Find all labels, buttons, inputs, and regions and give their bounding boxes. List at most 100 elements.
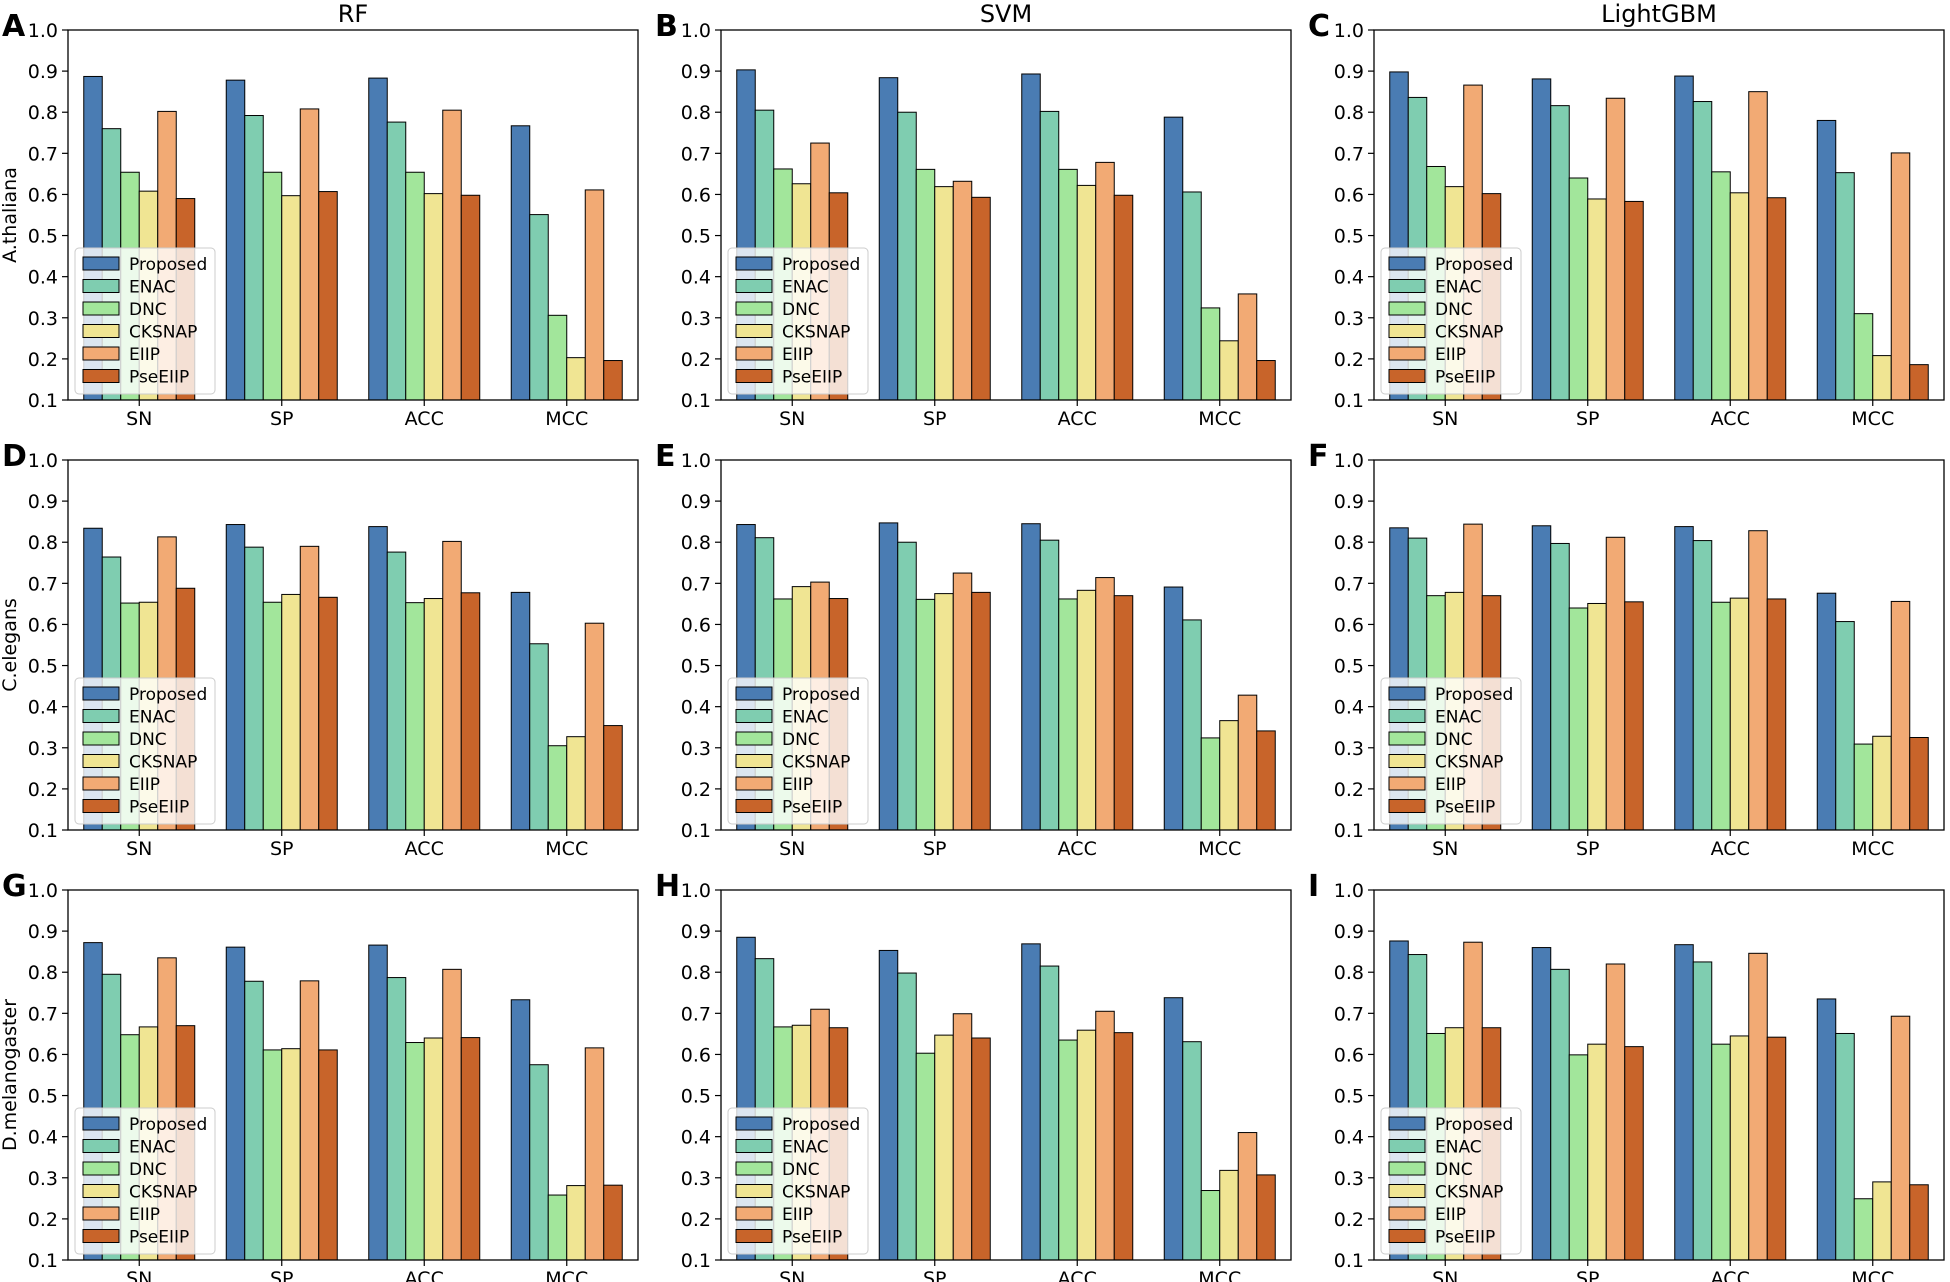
legend-swatch-proposed xyxy=(735,256,773,271)
bar-pseeiip-mcc xyxy=(603,725,623,831)
legend-swatch-cksnap xyxy=(82,324,120,338)
panel-d: D C.elegans 0.1 0.2 0.3 0.4 0.5 0.6 0.7 0.8 0.9 1.0… xyxy=(0,439,639,860)
x-tick-label: SN xyxy=(126,838,152,860)
y-tick-label: 0.4 xyxy=(1334,1127,1364,1149)
bar-pseeiip-acc xyxy=(460,1037,481,1261)
y-tick-label: 0.1 xyxy=(28,820,58,842)
legend-swatch-cksnap xyxy=(1388,1184,1426,1198)
bar-proposed-sp xyxy=(878,949,899,1261)
y-tick-label: 0.6 xyxy=(28,184,58,206)
bar-dnc-sp xyxy=(262,171,283,401)
bar-pseeiip-mcc xyxy=(1256,360,1276,401)
bar-enac-mcc xyxy=(529,1064,549,1261)
legend-swatch-cksnap xyxy=(82,1184,120,1198)
legend-label-pseeiip: PseEIIP xyxy=(129,368,189,388)
bar-cksnap-acc xyxy=(1076,184,1097,401)
y-tick-label: 0.3 xyxy=(28,308,58,330)
y-tick-label: 1.0 xyxy=(681,880,711,902)
y-tick-label: 0.8 xyxy=(1334,532,1364,554)
panel-title: SVM xyxy=(980,0,1032,28)
legend-swatch-pseeiip xyxy=(1388,799,1426,813)
y-tick-label: 0.8 xyxy=(1334,102,1364,124)
y-tick-label: 0.1 xyxy=(1334,390,1364,412)
legend-swatch-eiip xyxy=(735,1206,773,1221)
bar-pseeiip-sp xyxy=(971,591,991,831)
y-tick-label: 0.2 xyxy=(1334,779,1364,801)
bar-enac-sp xyxy=(1550,542,1570,831)
bar-pseeiip-acc xyxy=(1766,598,1787,831)
y-tick-label: 0.6 xyxy=(1334,614,1364,636)
legend-swatch-proposed xyxy=(1388,256,1426,271)
legend-label-proposed: Proposed xyxy=(782,1115,860,1135)
bar-proposed-sp xyxy=(878,522,899,831)
bar-pseeiip-acc xyxy=(1766,1036,1787,1261)
bar-dnc-sp xyxy=(1568,1054,1589,1261)
bar-enac-sp xyxy=(244,115,264,401)
x-tick-label: MCC xyxy=(1851,838,1894,860)
x-tick-label: MCC xyxy=(1851,408,1894,430)
bar-eiip-acc xyxy=(1095,577,1115,831)
legend-swatch-eiip xyxy=(82,1206,120,1221)
bar-enac-acc xyxy=(386,121,407,401)
panel-letter: B xyxy=(655,9,678,44)
legend-label-enac: ENAC xyxy=(1435,278,1482,298)
x-tick-label: SN xyxy=(779,1268,805,1282)
legend-label-cksnap: CKSNAP xyxy=(129,1183,197,1203)
legend-swatch-enac xyxy=(1388,709,1426,723)
legend-label-enac: ENAC xyxy=(782,1138,829,1158)
bar-pseeiip-acc xyxy=(1113,1032,1134,1261)
bar-proposed-acc xyxy=(368,77,388,401)
x-tick-label: SN xyxy=(1432,1268,1458,1282)
legend-swatch-enac xyxy=(1388,1139,1426,1153)
x-tick-label: ACC xyxy=(1058,1268,1097,1282)
y-tick-label: 0.8 xyxy=(1334,962,1364,984)
x-tick-label: SN xyxy=(779,838,805,860)
legend-swatch-dnc xyxy=(82,301,120,316)
bar-pseeiip-sp xyxy=(1624,601,1644,831)
y-tick-label: 0.5 xyxy=(1334,226,1364,248)
legend-swatch-enac xyxy=(1388,279,1426,293)
x-tick-label: SP xyxy=(270,408,294,430)
x-tick-label: SP xyxy=(1576,838,1600,860)
bar-pseeiip-sp xyxy=(1624,1046,1644,1261)
bar-eiip-acc xyxy=(1748,91,1768,401)
x-tick-label: ACC xyxy=(1711,408,1750,430)
bar-eiip-mcc xyxy=(584,189,605,401)
y-axis-label: C.elegans xyxy=(0,598,21,692)
legend-swatch-eiip xyxy=(82,346,120,361)
y-axis-label: D.melanogaster xyxy=(0,999,21,1151)
panel-letter: A xyxy=(2,9,26,44)
legend-label-dnc: DNC xyxy=(1435,300,1473,320)
bar-eiip-acc xyxy=(442,109,462,401)
x-tick-label: SN xyxy=(126,1268,152,1282)
panel-g: G D.melanogaster 0.1 0.2 0.3 0.4 0.5 0.6 0.7 0.8 0… xyxy=(0,869,639,1282)
bar-pseeiip-acc xyxy=(1113,194,1134,401)
y-tick-label: 0.4 xyxy=(681,267,711,289)
x-tick-label: MCC xyxy=(545,408,588,430)
bar-dnc-mcc xyxy=(547,745,568,831)
x-tick-label: ACC xyxy=(1058,838,1097,860)
y-tick-label: 0.5 xyxy=(28,1086,58,1108)
legend-swatch-cksnap xyxy=(1388,324,1426,338)
bar-dnc-sp xyxy=(1568,607,1589,831)
y-tick-label: 0.9 xyxy=(681,491,711,513)
legend-label-proposed: Proposed xyxy=(129,255,207,275)
y-tick-label: 0.9 xyxy=(1334,61,1364,83)
y-tick-label: 0.2 xyxy=(681,779,711,801)
x-tick-label: SP xyxy=(270,838,294,860)
x-tick-label: ACC xyxy=(405,838,444,860)
bar-cksnap-mcc xyxy=(1219,340,1239,401)
y-tick-label: 0.6 xyxy=(681,184,711,206)
y-tick-label: 0.9 xyxy=(681,61,711,83)
bar-enac-acc xyxy=(1692,540,1713,831)
x-tick-label: MCC xyxy=(1198,408,1241,430)
bar-eiip-sp xyxy=(299,545,320,831)
bar-dnc-mcc xyxy=(1853,1198,1874,1261)
legend-swatch-enac xyxy=(735,709,773,723)
y-tick-label: 0.9 xyxy=(681,921,711,943)
panel-c: C LightGBM 0.1 0.2 0.3 0.4 0.5 0.6 0.7 0.8 0.9 1.0 S… xyxy=(1308,0,1945,430)
x-tick-label: SN xyxy=(1432,838,1458,860)
legend-swatch-eiip xyxy=(1388,776,1426,791)
y-tick-label: 0.5 xyxy=(681,656,711,678)
bar-cksnap-sp xyxy=(1587,1043,1607,1261)
